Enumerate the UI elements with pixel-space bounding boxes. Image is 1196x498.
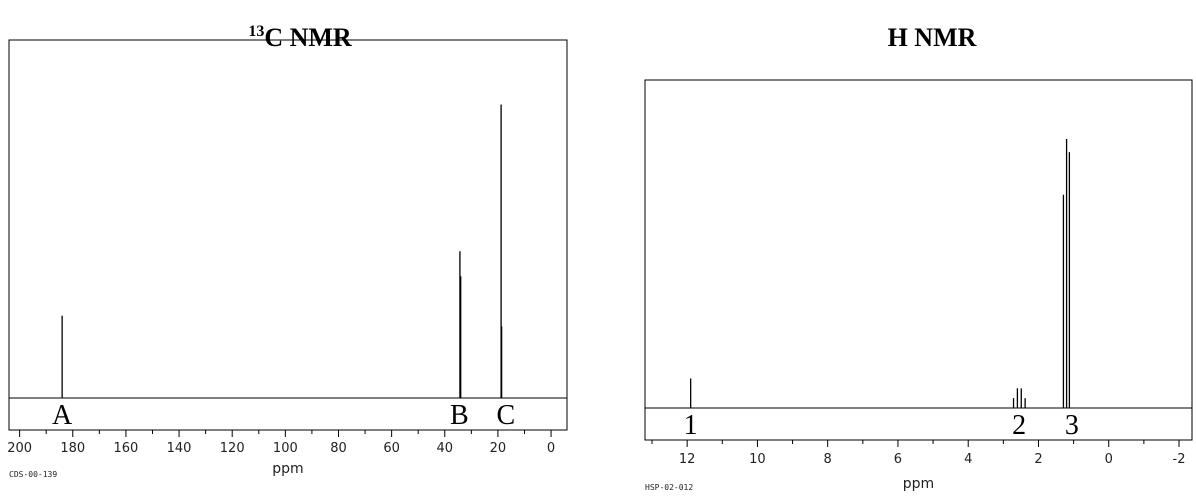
x-tick-label: 160 [114, 441, 139, 456]
peak-label: A [52, 400, 73, 431]
x-tick-label: 180 [60, 441, 85, 456]
x-tick-label: -2 [1173, 452, 1186, 467]
plot-frame [8, 39, 568, 431]
chart-title: H NMR [888, 23, 977, 52]
spectrum-code: HSP-02-012 [645, 483, 693, 492]
peak-label: 1 [684, 410, 698, 441]
x-tick-label: 2 [1034, 452, 1042, 467]
x-tick-label: 4 [964, 452, 972, 467]
title-superscript: 13 [248, 23, 264, 40]
x-tick-label: 40 [436, 441, 453, 456]
x-tick-label: 120 [220, 441, 245, 456]
x-tick-label: 20 [490, 441, 507, 456]
x-tick-label: 6 [894, 452, 902, 467]
peak-label: 3 [1065, 410, 1079, 441]
x-tick-label: 140 [167, 441, 192, 456]
x-tick-label: 80 [330, 441, 347, 456]
x-axis-label: ppm [272, 461, 303, 477]
plot-frame [644, 79, 1193, 441]
x-tick-label: 12 [679, 452, 696, 467]
x-tick-label: 100 [273, 441, 298, 456]
x-tick-label: 0 [547, 441, 555, 456]
peak-label: B [450, 400, 469, 431]
x-tick-label: 8 [824, 452, 832, 467]
peak-label: C [497, 400, 516, 431]
x-tick-label: 0 [1105, 452, 1113, 467]
x-tick-label: 60 [383, 441, 400, 456]
spectrum-code: CDS-00-139 [9, 470, 57, 479]
chart-title: 13C NMR [248, 23, 352, 52]
peak-label: 2 [1012, 410, 1026, 441]
title-text: C NMR [264, 23, 352, 52]
x-tick-label: 10 [749, 452, 766, 467]
x-axis-label: ppm [903, 476, 934, 492]
x-tick-label: 200 [7, 441, 32, 456]
